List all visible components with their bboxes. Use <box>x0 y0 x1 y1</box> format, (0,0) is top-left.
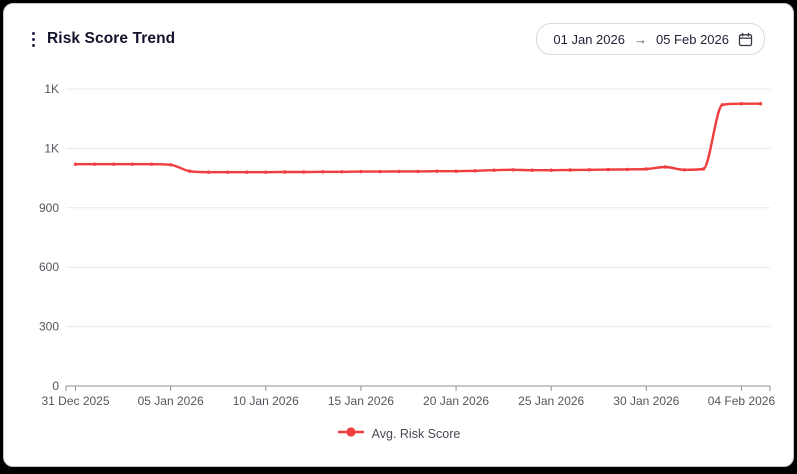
svg-text:30 Jan 2026: 30 Jan 2026 <box>613 394 679 408</box>
date-range-start: 01 Jan 2026 <box>553 31 625 47</box>
kebab-drag-handle-icon[interactable] <box>27 28 40 51</box>
svg-text:300: 300 <box>39 320 59 334</box>
svg-text:1K: 1K <box>44 141 59 155</box>
svg-text:05 Jan 2026: 05 Jan 2026 <box>138 394 204 408</box>
svg-text:0: 0 <box>52 379 59 393</box>
date-range-picker[interactable]: 01 Jan 2026 → 05 Feb 2026 <box>536 23 765 55</box>
chart-plot-area[interactable] <box>66 86 770 386</box>
chart-legend: Avg. Risk Score <box>4 425 793 443</box>
svg-text:1K: 1K <box>44 82 59 96</box>
legend-item-avg-risk-score[interactable]: Avg. Risk Score <box>337 425 461 443</box>
chart-card: Risk Score Trend 01 Jan 2026 → 05 Feb 20… <box>3 3 794 467</box>
svg-text:15 Jan 2026: 15 Jan 2026 <box>328 394 394 408</box>
date-range-end: 05 Feb 2026 <box>655 31 729 47</box>
svg-text:04 Feb 2026: 04 Feb 2026 <box>708 394 776 408</box>
svg-text:25 Jan 2026: 25 Jan 2026 <box>518 394 584 408</box>
svg-text:600: 600 <box>39 260 59 274</box>
arrow-right-icon: → <box>633 31 647 47</box>
calendar-icon <box>738 32 753 47</box>
chart-header: Risk Score Trend 01 Jan 2026 → 05 Feb 20… <box>27 21 765 57</box>
svg-text:31 Dec 2025: 31 Dec 2025 <box>41 394 109 408</box>
svg-text:10 Jan 2026: 10 Jan 2026 <box>233 394 299 408</box>
page-title: Risk Score Trend <box>47 30 176 47</box>
legend-marker-icon <box>337 425 365 443</box>
svg-text:900: 900 <box>39 201 59 215</box>
svg-text:20 Jan 2026: 20 Jan 2026 <box>423 394 489 408</box>
legend-label: Avg. Risk Score <box>371 427 461 441</box>
